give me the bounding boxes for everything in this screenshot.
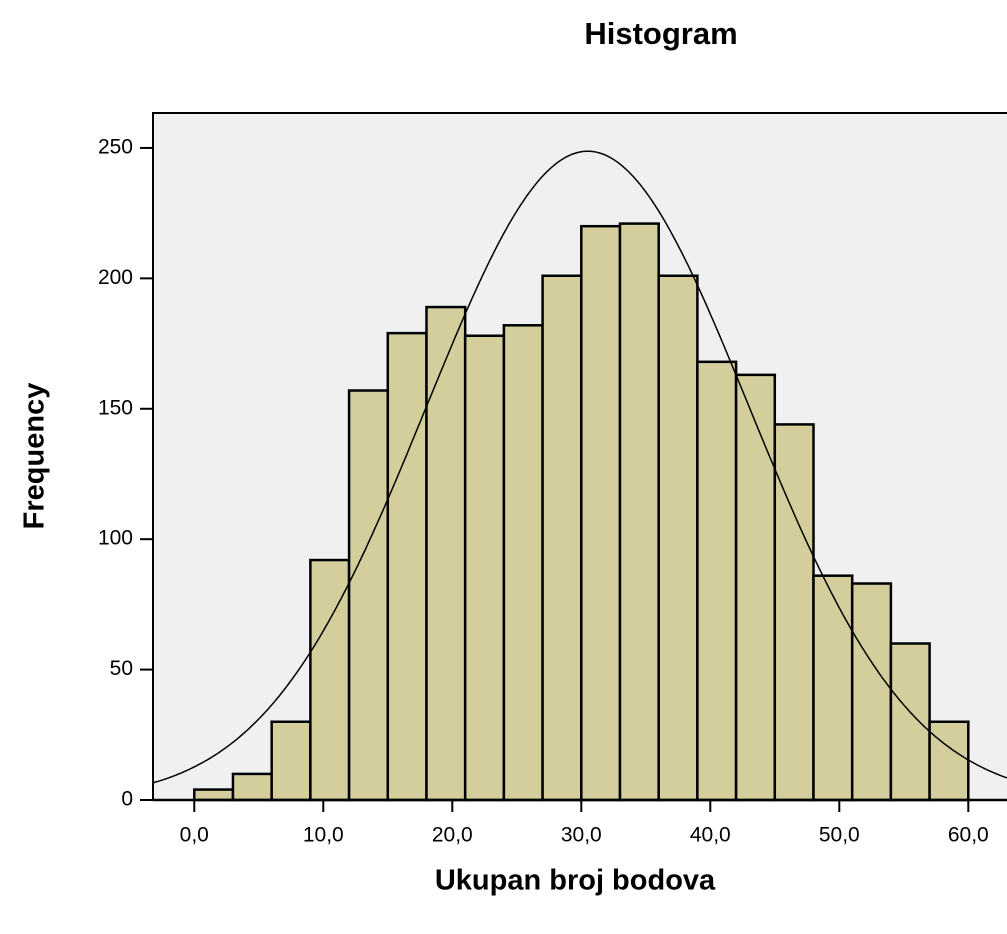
y-axis-label: Frequency xyxy=(19,383,51,530)
bar xyxy=(618,222,660,802)
normal-curve xyxy=(152,150,1007,784)
bar xyxy=(270,720,312,802)
x-tick-label: 50,0 xyxy=(819,824,860,847)
bar xyxy=(580,224,622,802)
y-tick-label: 250 xyxy=(98,135,133,158)
bar xyxy=(502,324,544,802)
y-tick-label: 150 xyxy=(98,396,133,419)
chart-title: Histogram xyxy=(584,16,737,51)
y-tick-label: 50 xyxy=(110,657,133,680)
x-axis-label: Ukupan broj bodova xyxy=(435,865,716,897)
bar xyxy=(889,642,931,802)
bar xyxy=(734,373,777,802)
x-tick-label: 20,0 xyxy=(432,824,473,847)
x-tick-label: 10,0 xyxy=(303,824,344,847)
bar xyxy=(386,331,428,802)
bar xyxy=(193,788,235,802)
x-tick-label: 30,0 xyxy=(561,824,602,847)
bar xyxy=(231,772,273,802)
bar xyxy=(812,574,854,802)
y-tick-label: 100 xyxy=(98,527,133,550)
bar xyxy=(541,274,583,802)
bar xyxy=(425,305,467,802)
x-tick-label: 60,0 xyxy=(948,824,989,847)
x-tick-label: 40,0 xyxy=(690,824,731,847)
bar xyxy=(928,720,970,802)
bar xyxy=(463,334,506,802)
y-tick-label: 0 xyxy=(121,788,133,811)
y-tick-label: 200 xyxy=(98,266,133,289)
bar xyxy=(696,360,738,802)
bar xyxy=(657,274,699,802)
x-tick-label: 0,0 xyxy=(180,824,209,847)
bar xyxy=(309,558,351,802)
bar xyxy=(347,389,390,802)
bar xyxy=(850,582,893,802)
